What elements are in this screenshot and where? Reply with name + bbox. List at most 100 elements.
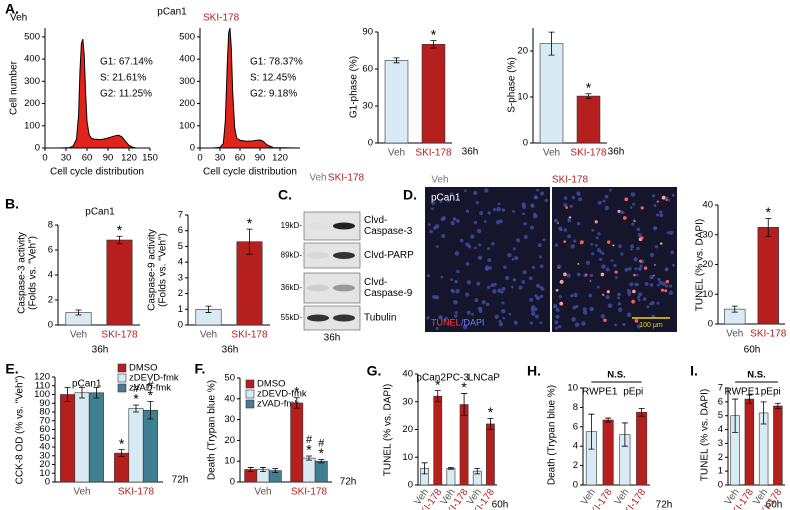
error-bar xyxy=(461,393,468,417)
nucleus xyxy=(466,310,471,315)
tunel-dot xyxy=(654,264,656,266)
error-bar xyxy=(474,467,481,475)
nucleus xyxy=(596,285,600,289)
bar xyxy=(757,227,779,325)
blot-band xyxy=(307,252,329,259)
nucleus xyxy=(620,252,624,256)
error-bar xyxy=(765,217,772,237)
nucleus xyxy=(658,281,663,286)
bar xyxy=(114,452,130,483)
nucleus xyxy=(450,221,455,226)
nucleus xyxy=(539,255,543,259)
bar xyxy=(446,468,456,486)
nucleus xyxy=(521,280,526,284)
nucleus xyxy=(479,211,484,216)
legend-label: DMSO xyxy=(129,363,158,374)
nucleus xyxy=(656,301,660,305)
nucleus xyxy=(577,193,581,196)
nucleus xyxy=(440,217,445,222)
tunel-dot xyxy=(614,270,618,274)
nucleus xyxy=(607,303,613,308)
nucleus xyxy=(637,232,642,238)
nucleus xyxy=(558,295,562,299)
nucleus xyxy=(563,202,568,208)
y-tick-label: 500 xyxy=(24,31,40,42)
y-tick-label: 0 xyxy=(48,320,53,331)
tunel-dot xyxy=(633,273,636,277)
tunel-dot xyxy=(565,206,569,209)
y-tick-label: 20 xyxy=(402,424,413,435)
nucleus xyxy=(440,275,444,279)
nucleus xyxy=(508,312,512,316)
group-label: pEpi xyxy=(623,387,643,398)
y-tick-label: 0 xyxy=(178,320,183,331)
y-tick-label: 40 xyxy=(402,369,413,380)
nucleus xyxy=(553,218,558,223)
y-axis-label: TUNEL (% vs. DAPI) xyxy=(695,219,706,311)
nucleus xyxy=(570,244,575,249)
y-tick-label: 20 xyxy=(517,46,528,57)
nucleus xyxy=(617,307,623,312)
blot-band xyxy=(333,314,355,322)
nucleus xyxy=(636,324,642,329)
nucleus xyxy=(449,192,454,196)
nucleus xyxy=(431,201,436,205)
nucleus xyxy=(487,247,491,251)
bar xyxy=(106,239,133,326)
bar xyxy=(384,60,409,144)
y-tick-label: 2 xyxy=(573,460,578,471)
panel-letter: H. xyxy=(527,363,541,379)
nucleus xyxy=(539,321,543,325)
nucleus xyxy=(604,205,609,211)
size-marker: 36kD- xyxy=(281,283,303,292)
nucleus xyxy=(571,317,576,322)
chart-title: SKI-178 xyxy=(203,13,240,24)
nucleus xyxy=(601,252,605,255)
bar xyxy=(602,419,614,486)
significance-star: * xyxy=(247,215,253,231)
y-tick-label: 40 xyxy=(702,200,713,211)
nucleus xyxy=(622,322,626,327)
y-tick-label: 90 xyxy=(362,27,373,38)
x-tick-label: 90 xyxy=(255,153,266,164)
significance-star: * xyxy=(435,376,441,392)
significance-hash: # xyxy=(306,434,313,446)
panel-letter: F. xyxy=(195,361,206,377)
tunel-dot xyxy=(661,195,666,200)
y-axis-label: Caspase-3 activity xyxy=(17,232,28,314)
y-tick-label: 0 xyxy=(35,143,40,154)
tunel-dot xyxy=(559,279,564,284)
nucleus xyxy=(634,282,639,287)
tunel-dot xyxy=(600,272,605,277)
nucleus xyxy=(484,266,489,271)
nucleus xyxy=(578,197,583,202)
tunel-dot xyxy=(640,236,644,240)
error-bar xyxy=(588,413,595,450)
error-bar xyxy=(247,467,254,472)
nucleus xyxy=(529,321,534,325)
nucleus xyxy=(650,252,655,257)
significance-star: * xyxy=(319,445,325,461)
scale-label: 100 μm xyxy=(639,322,663,329)
nucleus xyxy=(602,199,606,203)
tunel-dot xyxy=(643,266,648,270)
nucleus xyxy=(488,266,492,270)
nucleus xyxy=(573,292,578,298)
nucleus xyxy=(605,295,610,300)
nucleus xyxy=(654,245,659,249)
nucleus xyxy=(630,192,636,197)
nucleus xyxy=(637,295,641,299)
nucleus xyxy=(460,238,464,243)
tunel-dot xyxy=(640,206,644,210)
tunel-dot xyxy=(631,299,636,304)
tunel-dot xyxy=(632,289,636,294)
tunel-dot xyxy=(594,220,598,224)
error-bar xyxy=(548,31,555,56)
nucleus xyxy=(466,280,472,285)
nucleus xyxy=(590,242,594,246)
protein-label: Tubulin xyxy=(364,313,396,324)
tunel-dot xyxy=(634,318,639,323)
y-tick-label: 0 xyxy=(230,477,235,488)
bar xyxy=(433,395,443,486)
nucleus xyxy=(473,246,477,250)
